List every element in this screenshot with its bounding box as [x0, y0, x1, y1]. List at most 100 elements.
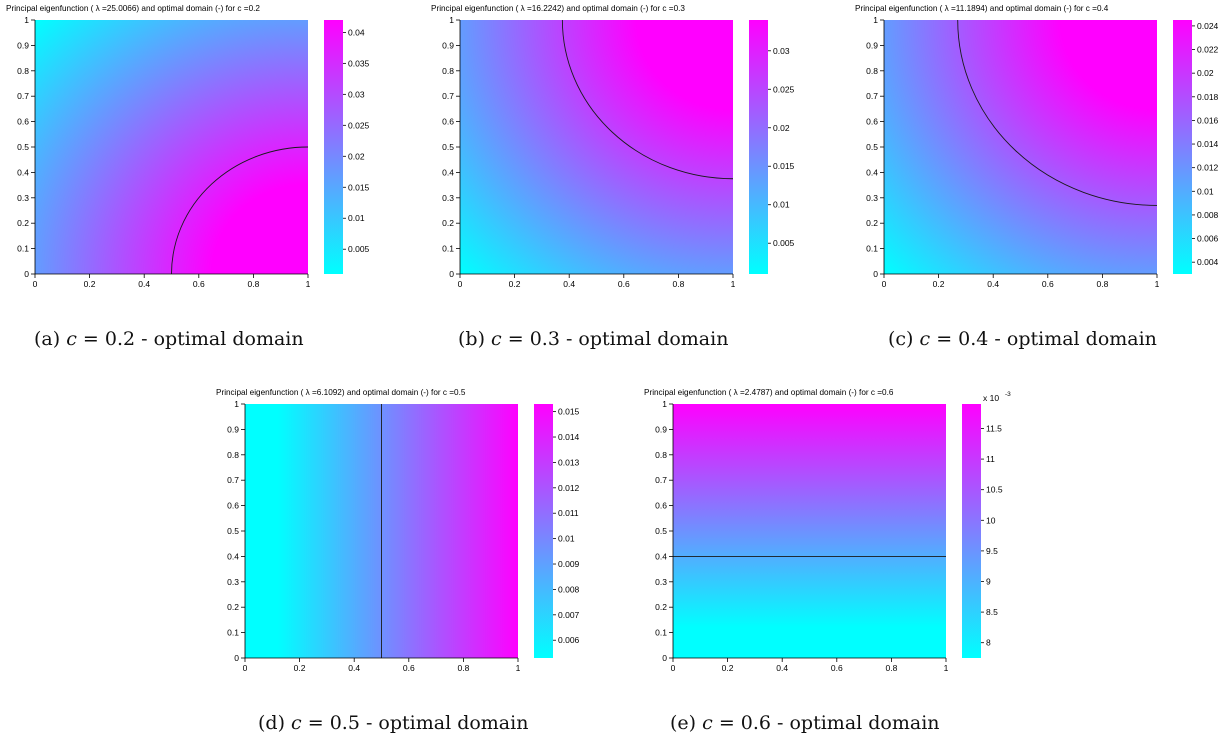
y-tick-label: 0.2	[866, 218, 878, 228]
colorbar-tick-label: 0.018	[1197, 92, 1219, 102]
colorbar-tick-label: 0.01	[558, 534, 575, 544]
colorbar-tick-label: 0.02	[1197, 68, 1214, 78]
caption-b-prefix: (b)	[458, 328, 485, 350]
x-tick-label: 0.4	[348, 663, 360, 673]
y-tick-label: 1	[449, 15, 454, 25]
heatmap-field	[673, 404, 946, 658]
x-tick-label: 0.6	[403, 663, 415, 673]
y-tick-label: 0.3	[17, 193, 29, 203]
colorbar-tick-label: 0.008	[558, 584, 580, 594]
y-tick-label: 0.4	[866, 167, 878, 177]
chart-title: Principal eigenfunction ( λ =2.4787) and…	[644, 388, 894, 397]
colorbar-exponent: x 10	[983, 393, 999, 403]
colorbar-tick-label: 9	[986, 576, 991, 586]
colorbar-tick-label: 0.005	[773, 238, 795, 248]
y-tick-label: 0.5	[17, 142, 29, 152]
colorbar-tick-label: 0.025	[773, 84, 795, 94]
y-tick-label: 0.3	[866, 193, 878, 203]
colorbar	[534, 404, 553, 658]
chart-c: Principal eigenfunction ( λ =11.1894) an…	[855, 4, 1219, 289]
y-tick-label: 0.5	[866, 142, 878, 152]
y-tick-label: 0.9	[442, 40, 454, 50]
colorbar-tick-label: 0.015	[348, 182, 370, 192]
colorbar-tick-label: 0.008	[1197, 210, 1219, 220]
colorbar-tick-label: 0.01	[773, 200, 790, 210]
colorbar-tick-label: 0.04	[348, 27, 365, 37]
caption-e-var: c	[702, 712, 713, 734]
caption-c-rest: = 0.4 - optimal domain	[930, 328, 1157, 350]
y-tick-label: 0.8	[442, 66, 454, 76]
x-tick-label: 1	[1155, 279, 1160, 289]
x-tick-label: 0.6	[618, 279, 630, 289]
y-tick-label: 0.8	[655, 450, 667, 460]
y-tick-label: 0.1	[442, 244, 454, 254]
subfigure-c: Principal eigenfunction ( λ =11.1894) an…	[849, 0, 1227, 300]
y-tick-label: 0.8	[866, 66, 878, 76]
subfigure-a: Principal eigenfunction ( λ =25.0066) an…	[0, 0, 400, 300]
colorbar-tick-label: 0.006	[1197, 234, 1219, 244]
caption-d-var: c	[291, 712, 302, 734]
x-tick-label: 0.2	[84, 279, 96, 289]
y-tick-label: 0	[873, 269, 878, 279]
y-tick-label: 0.6	[442, 117, 454, 127]
x-tick-label: 1	[731, 279, 736, 289]
x-tick-label: 0.8	[1096, 279, 1108, 289]
colorbar-tick-label: 0.016	[1197, 115, 1219, 125]
x-tick-label: 0.2	[509, 279, 521, 289]
colorbar	[324, 20, 343, 274]
colorbar-tick-label: 0.014	[558, 432, 580, 442]
caption-d: (d) c = 0.5 - optimal domain	[258, 712, 528, 734]
y-tick-label: 0.5	[227, 526, 239, 536]
caption-a: (a) c = 0.2 - optimal domain	[34, 328, 304, 350]
y-tick-label: 0.7	[866, 91, 878, 101]
heatmap-field	[884, 20, 1157, 274]
x-tick-label: 0.2	[933, 279, 945, 289]
heatmap-field	[35, 20, 308, 274]
subfigure-b: Principal eigenfunction ( λ =16.2242) an…	[425, 0, 825, 300]
x-tick-label: 0.6	[831, 663, 843, 673]
optimal-domain-contour	[957, 19, 1158, 206]
y-tick-label: 0.4	[655, 551, 667, 561]
colorbar-tick-label: 0.013	[558, 457, 580, 467]
y-tick-label: 0.7	[227, 475, 239, 485]
chart-title: Principal eigenfunction ( λ =11.1894) an…	[855, 4, 1109, 13]
colorbar	[1173, 20, 1192, 274]
x-tick-label: 1	[516, 663, 521, 673]
y-tick-label: 0.6	[227, 501, 239, 511]
chart-e: Principal eigenfunction ( λ =2.4787) and…	[644, 388, 1011, 673]
colorbar-tick-label: 0.024	[1197, 21, 1219, 31]
y-tick-label: 0.2	[227, 602, 239, 612]
colorbar-tick-label: 0.02	[773, 123, 790, 133]
y-tick-label: 0.3	[655, 577, 667, 587]
heatmap-field	[460, 20, 733, 274]
caption-a-prefix: (a)	[34, 328, 61, 350]
y-tick-label: 0.9	[866, 40, 878, 50]
y-tick-label: 1	[873, 15, 878, 25]
colorbar-tick-label: 0.025	[348, 120, 370, 130]
y-tick-label: 0	[449, 269, 454, 279]
colorbar-tick-label: 10	[986, 515, 996, 525]
x-tick-label: 0.6	[193, 279, 205, 289]
subfigure-e: Principal eigenfunction ( λ =2.4787) and…	[638, 384, 1038, 684]
colorbar-tick-label: 8	[986, 638, 991, 648]
y-tick-label: 1	[234, 399, 239, 409]
y-tick-label: 0.6	[655, 501, 667, 511]
y-tick-label: 0.3	[442, 193, 454, 203]
x-tick-label: 0	[243, 663, 248, 673]
colorbar-tick-label: 11	[986, 454, 995, 464]
y-tick-label: 0.9	[655, 424, 667, 434]
chart-title: Principal eigenfunction ( λ =25.0066) an…	[6, 4, 260, 13]
colorbar-tick-label: 0.005	[348, 244, 370, 254]
y-tick-label: 0.5	[442, 142, 454, 152]
y-tick-label: 0.7	[655, 475, 667, 485]
caption-c: (c) c = 0.4 - optimal domain	[888, 328, 1157, 350]
colorbar-tick-label: 9.5	[986, 546, 998, 556]
caption-a-var: c	[66, 328, 77, 350]
colorbar-tick-label: 0.014	[1197, 139, 1219, 149]
y-tick-label: 0.7	[17, 91, 29, 101]
y-tick-label: 0.3	[227, 577, 239, 587]
y-tick-label: 0.1	[866, 244, 878, 254]
y-tick-label: 0.4	[17, 167, 29, 177]
y-tick-label: 0.8	[17, 66, 29, 76]
